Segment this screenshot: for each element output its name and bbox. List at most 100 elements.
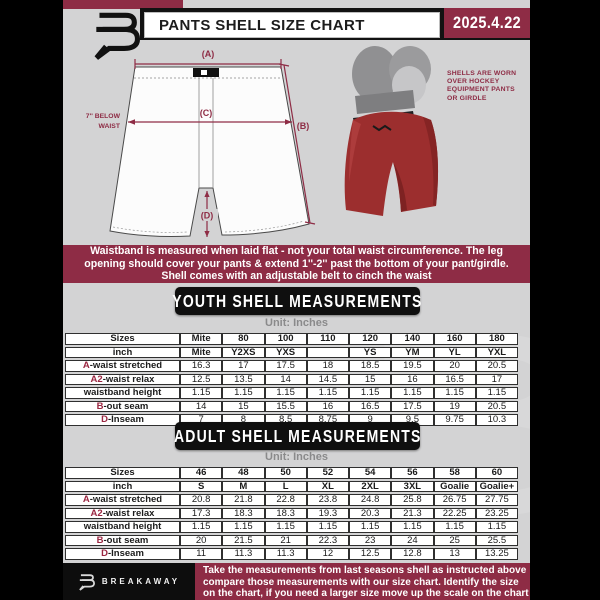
- row-label-cell: Sizes: [65, 333, 180, 345]
- adult-section-title: ADULT SHELL MEASUREMENTS: [173, 425, 422, 446]
- value-cell: 27.75: [475, 494, 518, 506]
- value-cell: 54: [349, 467, 392, 479]
- value-cell: 14: [180, 400, 223, 412]
- value-cell: 180: [475, 333, 518, 345]
- adult-section-banner: ADULT SHELL MEASUREMENTS: [173, 422, 422, 450]
- accent-letter: B: [96, 534, 104, 546]
- row-label-cell: A2-waist relax: [65, 373, 180, 385]
- value-cell: 1.15: [264, 521, 307, 533]
- text-line: Take the measurements from last seasons …: [203, 565, 527, 577]
- accent-letter: A2: [90, 507, 103, 519]
- value-cell: 18.5: [349, 360, 392, 372]
- value-cell: 18.3: [222, 507, 265, 519]
- adult-unit-label: Unit: Inches: [265, 451, 328, 463]
- value-cell: 1.15: [475, 387, 518, 399]
- youth-section-title: YOUTH SHELL MEASUREMENTS: [172, 290, 423, 311]
- adult-size-table: Sizes 46 48 50 52 54 56 58 60 inch S M L XL 2XL 3XL Goal…: [65, 465, 518, 562]
- value-cell: YS: [349, 346, 392, 358]
- accent-letter: B: [96, 400, 104, 412]
- value-cell: Goalie: [433, 480, 476, 492]
- label-c: (C): [200, 108, 213, 118]
- row-label-cell: Sizes: [65, 467, 180, 479]
- value-cell: 13.25: [475, 548, 518, 560]
- value-cell: YM: [391, 346, 434, 358]
- value-cell: 17.3: [180, 507, 223, 519]
- value-cell: 3XL: [391, 480, 434, 492]
- text-line: OR GIRDLE: [447, 94, 487, 102]
- table-row: waistband height 1.15 1.15 1.15 1.15 1.15 1.15…: [65, 521, 518, 533]
- value-cell: 110: [306, 333, 349, 345]
- value-cell: 12.8: [391, 548, 434, 560]
- row-label-cell: waistband height: [65, 387, 180, 399]
- value-cell: 21.5: [222, 534, 265, 546]
- value-cell: 23.8: [306, 494, 349, 506]
- footer-breakaway-logo-icon: [78, 573, 95, 591]
- value-cell: 1.15: [306, 387, 349, 399]
- table-row: inch Mite Y2XS YXS YS YM YL YXL: [65, 346, 518, 358]
- value-cell: 25: [433, 534, 476, 546]
- date-badge: 2025.4.22: [444, 8, 530, 38]
- value-cell: 18.3: [264, 507, 307, 519]
- value-cell: 80: [222, 333, 265, 345]
- table-row: A-waist stretched 16.3 17 17.5 18 18.5 19.5 20 2…: [65, 360, 518, 372]
- value-cell: 160: [433, 333, 476, 345]
- page-title-box: PANTS SHELL SIZE CHART: [144, 12, 440, 38]
- value-cell: 15: [222, 400, 265, 412]
- value-cell: 15: [349, 373, 392, 385]
- table-row: waistband height 1.15 1.15 1.15 1.15 1.15 1.15…: [65, 387, 518, 399]
- value-cell: 21: [264, 534, 307, 546]
- value-cell: 100: [264, 333, 307, 345]
- youth-unit-label: Unit: Inches: [265, 317, 328, 329]
- value-cell: 20.5: [475, 400, 518, 412]
- table-row: inch S M L XL 2XL 3XL Goalie Goalie+: [65, 480, 518, 492]
- value-cell: 13: [433, 548, 476, 560]
- accent-letter: A: [82, 360, 90, 371]
- value-cell: 20: [433, 360, 476, 372]
- value-cell: L: [264, 480, 307, 492]
- row-label-cell: B-out seam: [65, 400, 180, 412]
- value-cell: 14: [264, 373, 307, 385]
- pants-measurement-diagram: (A) (C) 7'' BELOW WAIST (B) (D): [86, 49, 316, 237]
- value-cell: XL: [306, 480, 349, 492]
- row-label-cell: inch: [65, 480, 180, 492]
- row-label-cell: D-Inseam: [65, 414, 180, 426]
- table-row: D-Inseam 11 11.3 11.3 12 12.5 12.8 13 13.25: [65, 548, 518, 560]
- value-cell: 1.15: [475, 521, 518, 533]
- value-cell: 50: [264, 467, 307, 479]
- value-cell: 1.15: [349, 387, 392, 399]
- value-cell: 1.15: [306, 521, 349, 533]
- value-cell: YXL: [475, 346, 518, 358]
- value-cell: 52: [306, 467, 349, 479]
- value-cell: 22.8: [264, 494, 307, 506]
- table-row: Sizes Mite 80 100 110 120 140 160 180: [65, 333, 518, 345]
- value-cell: 1.15: [180, 521, 223, 533]
- table-row: D-Inseam 7 8 8.5 8.75 9 9.5 9.75 10.3: [65, 414, 518, 426]
- value-cell: 25.5: [475, 534, 518, 546]
- value-cell: 25.8: [391, 494, 434, 506]
- value-cell: 1.15: [433, 521, 476, 533]
- value-cell: 21.3: [391, 507, 434, 519]
- value-cell: 20.8: [180, 494, 223, 506]
- value-cell: 22.25: [433, 507, 476, 519]
- row-label-cell: D-Inseam: [65, 548, 180, 560]
- label-a: (A): [202, 49, 215, 59]
- value-cell: 20.3: [349, 507, 392, 519]
- value-cell: YL: [433, 346, 476, 358]
- value-cell: 9.75: [433, 414, 476, 426]
- value-cell: 11.3: [264, 548, 307, 560]
- value-cell: 19: [433, 400, 476, 412]
- value-cell: YXS: [264, 346, 307, 358]
- table-row: A2-waist relax 12.5 13.5 14 14.5 15 16 16.5 17: [65, 373, 518, 385]
- value-cell: 15.5: [264, 400, 307, 412]
- row-label-cell: A-waist stretched: [65, 494, 180, 506]
- table-row: B-out seam 20 21.5 21 22.3 23 24 25 25.5: [65, 534, 518, 546]
- label-d: (D): [201, 211, 214, 221]
- accent-letter: D: [101, 414, 108, 425]
- value-cell: 46: [180, 467, 223, 479]
- label-b: (B): [297, 121, 310, 131]
- text-line: compare those measurements with our size…: [203, 576, 519, 588]
- value-cell: 1.15: [222, 387, 265, 399]
- value-cell: 58: [433, 467, 476, 479]
- value-cell: 16.5: [433, 373, 476, 385]
